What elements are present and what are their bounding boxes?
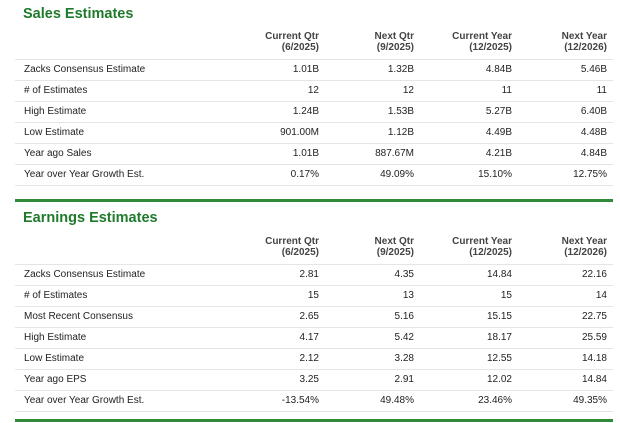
cell-value: 4.84B (420, 59, 518, 81)
cell-value: 15.15 (420, 306, 518, 328)
header-blank (15, 236, 215, 265)
cell-value: 49.35% (518, 390, 613, 412)
cell-value: 14.84 (420, 264, 518, 286)
table-row: Year ago Sales 1.01B 887.67M 4.21B 4.84B (15, 143, 613, 165)
header-next-qtr: Next Qtr (9/2025) (374, 236, 414, 258)
earnings-estimates-table: Current Qtr (6/2025) Next Qtr (9/2025) Cur… (15, 236, 613, 412)
cell-value: 901.00M (215, 122, 325, 144)
cell-value: 887.67M (325, 143, 420, 165)
row-label: High Estimate (15, 327, 215, 349)
table-row: Most Recent Consensus 2.65 5.16 15.15 22… (15, 306, 613, 328)
cell-value: 2.81 (215, 264, 325, 286)
cell-value: 5.27B (420, 101, 518, 123)
cell-value: 49.48% (325, 390, 420, 412)
row-label: Year ago Sales (15, 143, 215, 165)
header-next-year: Next Year (12/2026) (561, 236, 607, 258)
cell-value: 3.25 (215, 369, 325, 391)
cell-value: 1.01B (215, 143, 325, 165)
header-next-year: Next Year (12/2026) (561, 31, 607, 53)
row-label: Low Estimate (15, 122, 215, 144)
cell-value: 1.12B (325, 122, 420, 144)
table-row: Year ago EPS 3.25 2.91 12.02 14.84 (15, 369, 613, 391)
bottom-divider (15, 419, 613, 422)
cell-value: 5.16 (325, 306, 420, 328)
row-label: # of Estimates (15, 80, 215, 102)
table-header-row: Current Qtr (6/2025) Next Qtr (9/2025) Cur… (15, 236, 613, 265)
table-header-row: Current Qtr (6/2025) Next Qtr (9/2025) Cur… (15, 31, 613, 60)
cell-value: 12.02 (420, 369, 518, 391)
cell-value: 14.18 (518, 348, 613, 370)
cell-value: 4.35 (325, 264, 420, 286)
cell-value: 1.24B (215, 101, 325, 123)
cell-value: 1.53B (325, 101, 420, 123)
row-label: Zacks Consensus Estimate (15, 59, 215, 81)
cell-value: 2.12 (215, 348, 325, 370)
sales-estimates-section: Sales Estimates Current Qtr (6/2025) Next… (15, 0, 613, 190)
table-row: High Estimate 1.24B 1.53B 5.27B 6.40B (15, 101, 613, 123)
row-label: Zacks Consensus Estimate (15, 264, 215, 286)
cell-value: 15 (215, 285, 325, 307)
cell-value: 1.01B (215, 59, 325, 81)
table-row: High Estimate 4.17 5.42 18.17 25.59 (15, 327, 613, 349)
sales-estimates-table: Current Qtr (6/2025) Next Qtr (9/2025) Cur… (15, 31, 613, 186)
row-label: Year ago EPS (15, 369, 215, 391)
cell-value: 4.17 (215, 327, 325, 349)
cell-value: 15 (420, 285, 518, 307)
cell-value: -13.54% (215, 390, 325, 412)
cell-value: 4.48B (518, 122, 613, 144)
table-row: Low Estimate 901.00M 1.12B 4.49B 4.48B (15, 122, 613, 144)
header-current-qtr: Current Qtr (6/2025) (265, 236, 319, 258)
cell-value: 11 (518, 80, 613, 102)
cell-value: 14.84 (518, 369, 613, 391)
row-label: Year over Year Growth Est. (15, 164, 215, 186)
row-label: Most Recent Consensus (15, 306, 215, 328)
cell-value: 2.65 (215, 306, 325, 328)
header-current-year: Current Year (12/2025) (452, 236, 512, 258)
cell-value: 12 (325, 80, 420, 102)
cell-value: 11 (420, 80, 518, 102)
cell-value: 14 (518, 285, 613, 307)
cell-value: 13 (325, 285, 420, 307)
cell-value: 0.17% (215, 164, 325, 186)
cell-value: 22.16 (518, 264, 613, 286)
cell-value: 22.75 (518, 306, 613, 328)
table-row: # of Estimates 12 12 11 11 (15, 80, 613, 102)
table-row: Zacks Consensus Estimate 2.81 4.35 14.84… (15, 264, 613, 286)
cell-value: 12.55 (420, 348, 518, 370)
cell-value: 5.46B (518, 59, 613, 81)
cell-value: 4.21B (420, 143, 518, 165)
cell-value: 4.49B (420, 122, 518, 144)
earnings-estimates-section: Earnings Estimates Current Qtr (6/2025) N… (15, 199, 613, 412)
cell-value: 4.84B (518, 143, 613, 165)
cell-value: 49.09% (325, 164, 420, 186)
cell-value: 23.46% (420, 390, 518, 412)
table-row: Zacks Consensus Estimate 1.01B 1.32B 4.8… (15, 59, 613, 81)
cell-value: 3.28 (325, 348, 420, 370)
cell-value: 15.10% (420, 164, 518, 186)
cell-value: 12 (215, 80, 325, 102)
cell-value: 12.75% (518, 164, 613, 186)
table-row: Year over Year Growth Est. 0.17% 49.09% … (15, 164, 613, 186)
table-row: Low Estimate 2.12 3.28 12.55 14.18 (15, 348, 613, 370)
table-row: # of Estimates 15 13 15 14 (15, 285, 613, 307)
sales-estimates-title: Sales Estimates (23, 6, 134, 22)
row-label: Low Estimate (15, 348, 215, 370)
table-row: Year over Year Growth Est. -13.54% 49.48… (15, 390, 613, 412)
cell-value: 1.32B (325, 59, 420, 81)
cell-value: 5.42 (325, 327, 420, 349)
row-label: High Estimate (15, 101, 215, 123)
row-label: Year over Year Growth Est. (15, 390, 215, 412)
row-label: # of Estimates (15, 285, 215, 307)
cell-value: 2.91 (325, 369, 420, 391)
earnings-estimates-title: Earnings Estimates (23, 210, 158, 226)
cell-value: 6.40B (518, 101, 613, 123)
cell-value: 18.17 (420, 327, 518, 349)
cell-value: 25.59 (518, 327, 613, 349)
header-current-year: Current Year (12/2025) (452, 31, 512, 53)
header-next-qtr: Next Qtr (9/2025) (374, 31, 414, 53)
header-blank (15, 31, 215, 60)
header-current-qtr: Current Qtr (6/2025) (265, 31, 319, 53)
